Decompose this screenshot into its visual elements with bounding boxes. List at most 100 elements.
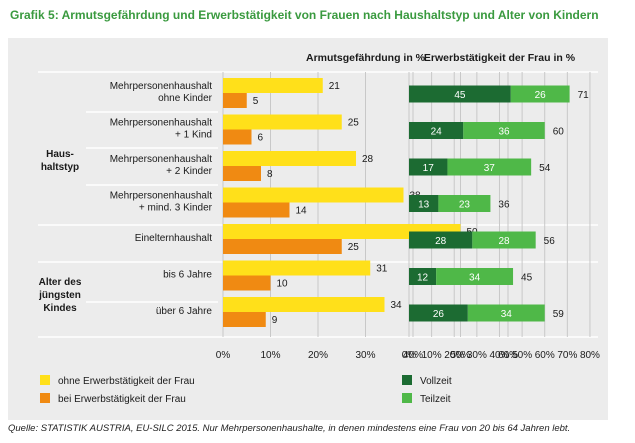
group-label: Alter des [39,277,82,288]
tick-label: 20% [444,350,464,361]
tick-label: 40% [489,350,509,361]
data-label: 13 [418,200,430,211]
bar-vollzeit [409,231,473,249]
bar-ohne-erwerbstaetigkeit [223,224,461,239]
data-label: 21 [329,81,341,92]
tick-label: 60% [498,350,518,361]
tick-label: 50% [450,350,470,361]
bar-bei-erwerbstaetigkeit [223,129,252,145]
legend-label: ohne Erwerbstätigkeit der Frau [58,376,195,387]
data-label: 12 [417,273,429,284]
data-label: 45 [454,90,466,101]
chart-title: Grafik 5: Armutsgefährdung und Erwerbstä… [10,8,599,22]
legend-swatch [40,375,50,385]
data-label: 34 [501,309,513,320]
bar-teilzeit [472,231,536,249]
bar-bei-erwerbstaetigkeit [223,166,261,181]
bar-ohne-erwerbstaetigkeit [223,114,342,130]
data-label: 36 [498,127,510,138]
tick-label: 60% [535,350,555,361]
data-label: 14 [296,206,308,217]
data-label: 8 [267,169,273,180]
category-label: + 1 Kind [175,130,212,141]
tick-label: 10% [422,350,442,361]
data-label: 37 [484,163,496,174]
category-label: bis 6 Jahre [163,270,212,281]
right-panel-title: Erwerbstätigkeit der Frau in % [424,52,576,64]
data-label: 28 [362,154,374,165]
tick-label: 70% [557,350,577,361]
data-label: 5 [253,96,259,107]
bar-teilzeit [447,158,532,176]
legend-label: Vollzeit [420,376,452,387]
bar-vollzeit [409,122,464,139]
group-label: jüngsten [38,290,81,301]
category-label: + 2 Kinder [166,166,213,177]
data-label: 9 [272,315,278,326]
data-label: 24 [431,127,443,138]
legend-swatch [40,393,50,403]
category-label: + mind. 3 Kinder [139,203,213,214]
data-label: 23 [459,200,471,211]
bar-bei-erwerbstaetigkeit [223,93,247,108]
total-label: 54 [539,163,551,174]
bar-ohne-erwerbstaetigkeit [223,297,385,312]
bar-teilzeit [510,85,570,103]
legend-label: Teilzeit [420,394,451,405]
category-label: Mehrpersonenhaushalt [110,118,213,129]
bar-bei-erwerbstaetigkeit [223,312,266,327]
left-panel-title: Armutsgefährdung in % [306,52,426,64]
data-label: 28 [498,236,510,247]
bar-ohne-erwerbstaetigkeit [223,78,323,93]
bar-teilzeit [467,304,545,322]
bar-ohne-erwerbstaetigkeit [223,260,371,276]
data-label: 34 [469,273,481,284]
bar-vollzeit [409,158,448,176]
category-label: ohne Kinder [158,93,213,104]
group-label: Kindes [43,303,77,314]
category-label: Einelternhaushalt [135,233,212,244]
data-label: 28 [435,236,447,247]
bar-vollzeit [409,304,468,322]
source-note: Quelle: STATISTIK AUSTRIA, EU-SILC 2015.… [8,423,571,434]
bar-bei-erwerbstaetigkeit [223,239,342,254]
category-label: Mehrpersonenhaushalt [110,191,213,202]
category-label: Mehrpersonenhaushalt [110,154,213,165]
data-label: 25 [348,242,360,253]
legend-swatch [402,393,412,403]
bar-vollzeit [409,85,511,103]
legend-swatch [402,375,412,385]
data-label: 6 [258,133,264,144]
bar-bei-erwerbstaetigkeit [223,275,271,291]
tick-label: 80% [580,350,600,361]
group-label: haltstyp [41,162,79,173]
data-label: 31 [376,264,388,275]
data-label: 10 [277,279,289,290]
tick-label: 0% [216,350,231,361]
data-label: 26 [433,309,445,320]
tick-label: 40% [403,350,423,361]
data-label: 26 [535,90,547,101]
tick-label: 30% [355,350,375,361]
total-label: 60 [553,127,565,138]
legend-label: bei Erwerbstätigkeit der Frau [58,394,186,405]
category-label: Mehrpersonenhaushalt [110,81,213,92]
data-label: 34 [391,300,403,311]
bar-teilzeit [436,268,514,285]
category-label: über 6 Jahre [156,306,213,317]
total-label: 56 [544,236,556,247]
bar-teilzeit [463,122,545,139]
total-label: 71 [578,90,590,101]
data-label: 25 [348,118,360,129]
tick-label: 50% [512,350,532,361]
data-label: 17 [423,163,435,174]
bar-vollzeit [409,195,439,212]
total-label: 45 [521,273,533,284]
total-label: 36 [498,200,510,211]
total-label: 59 [553,309,565,320]
bar-bei-erwerbstaetigkeit [223,202,290,218]
bar-teilzeit [438,195,491,212]
tick-label: 0% [402,350,417,361]
tick-label: 10% [260,350,280,361]
